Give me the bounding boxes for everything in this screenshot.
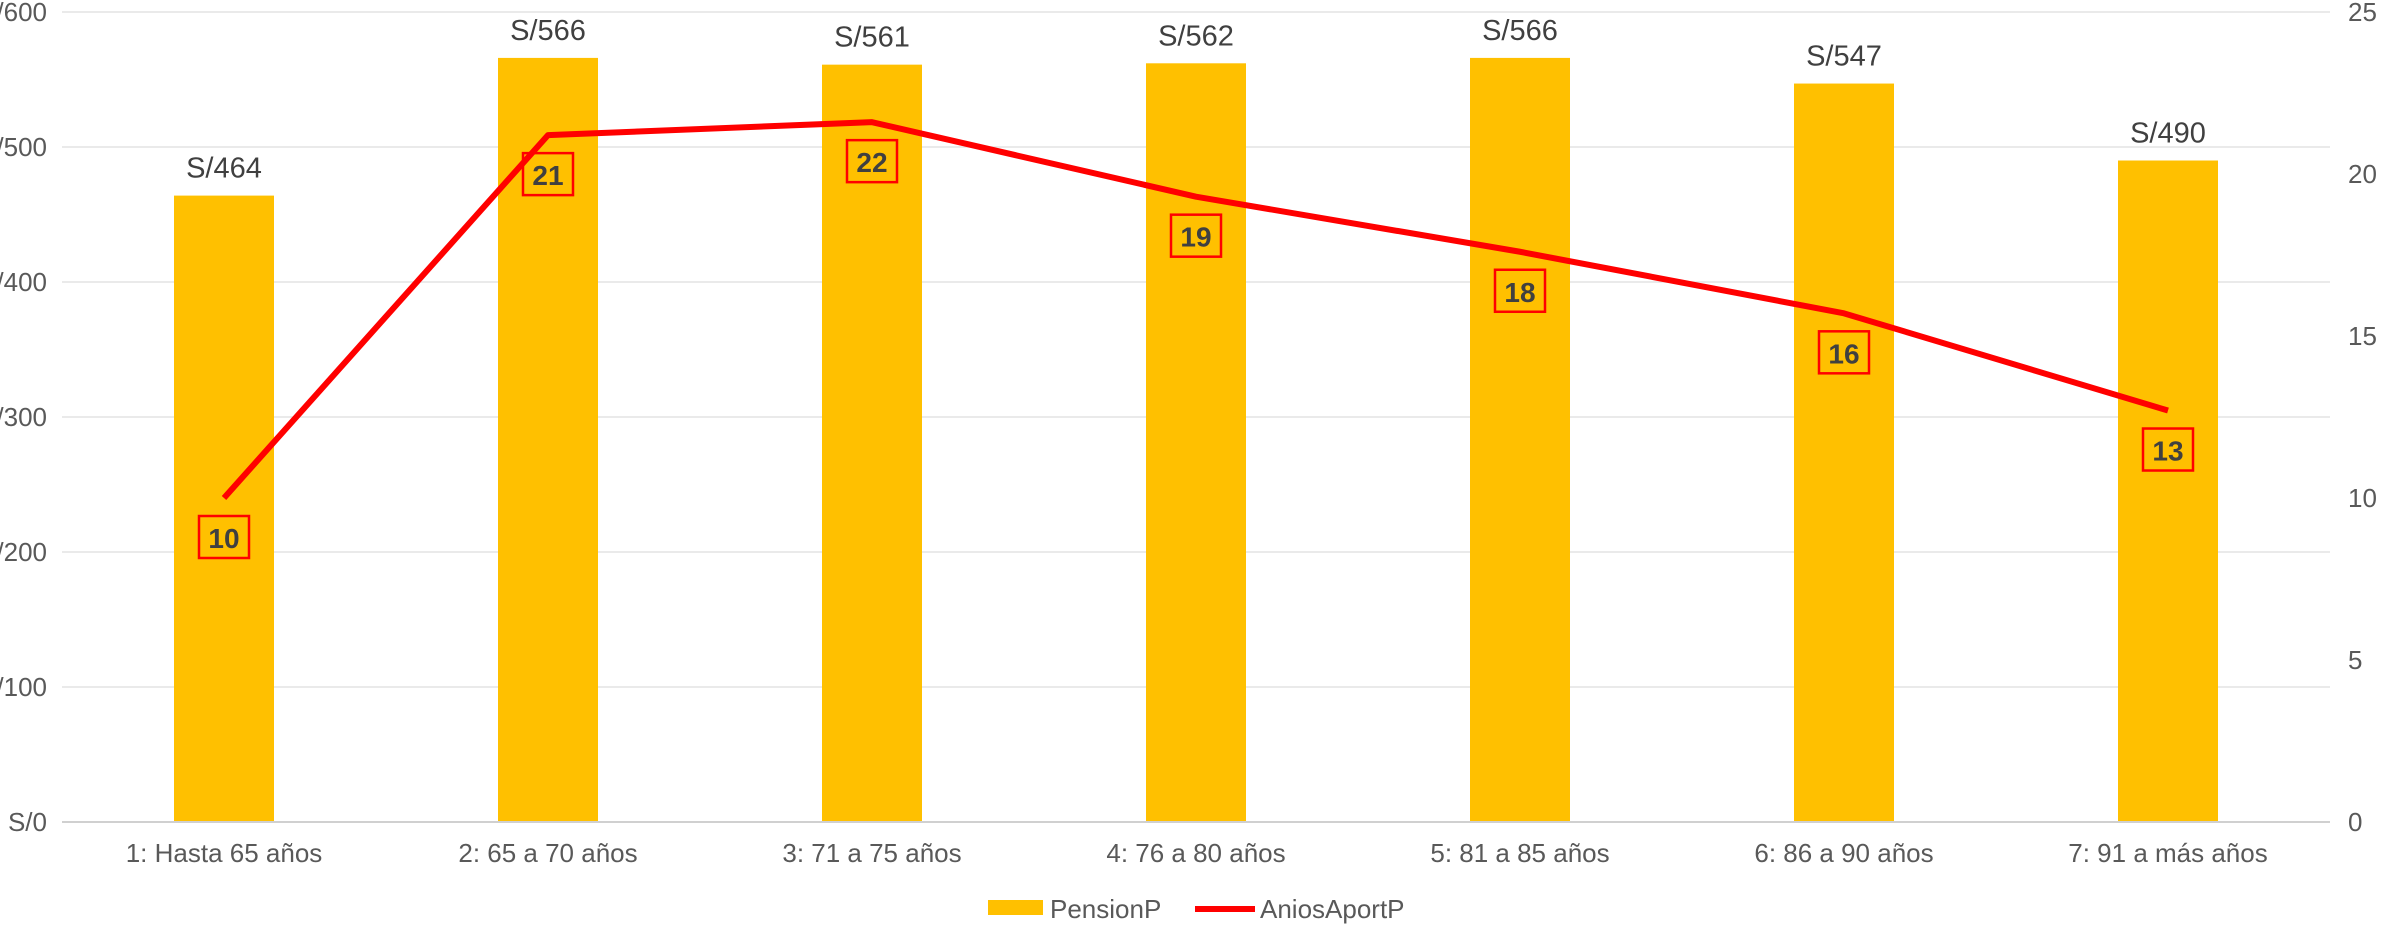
line-aniosaportp [221, 119, 2169, 500]
bar-pensionp [2118, 160, 2218, 822]
bar-pensionp [1794, 83, 1894, 823]
bar-data-label: S/562 [1158, 20, 1234, 52]
bar-data-label: S/566 [1482, 15, 1558, 47]
bar-data-label: S/547 [1806, 41, 1882, 73]
y-left-tick-label: S/600 [0, 0, 47, 27]
line-data-label-box [1493, 268, 1547, 314]
line-layer [221, 119, 2169, 500]
y-left-tick-label: S/0 [8, 807, 47, 837]
legend-swatch-pensionp [988, 900, 1043, 915]
line-data-label: 10 [208, 523, 239, 554]
y-right-tick-label: 15 [2348, 321, 2377, 351]
legend: PensionP AniosAportP [988, 894, 1405, 924]
line-data-label: 21 [532, 160, 563, 191]
y-right-tick-label: 25 [2348, 0, 2377, 27]
x-tick-label: 2: 65 a 70 años [458, 838, 637, 868]
line-data-label-box [1817, 330, 1871, 375]
x-tick-label: 4: 76 a 80 años [1106, 838, 1285, 868]
x-tick-label: 5: 81 a 85 años [1430, 838, 1609, 868]
y-right-tick-label: 20 [2348, 159, 2377, 189]
y-left-tick-label: S/100 [0, 672, 47, 702]
line-data-label: 16 [1828, 338, 1859, 369]
y-left-tick-label: S/500 [0, 132, 47, 162]
line-data-label: 19 [1180, 222, 1211, 253]
bar-data-label: S/561 [834, 22, 910, 54]
line-data-label: 18 [1504, 277, 1535, 308]
bar-pensionp [822, 64, 922, 822]
label-layer: S/464 S/566 S/561 S/562 S/566 S/547 S/490 10 21 2… [186, 15, 2206, 560]
bar-data-label: S/464 [186, 153, 262, 185]
bar-data-label: S/490 [2130, 118, 2206, 150]
line-data-label-box [2141, 427, 2195, 472]
line-data-label: 13 [2152, 436, 2183, 467]
line-data-label-box [845, 138, 899, 184]
line-data-label-box [1169, 213, 1223, 258]
x-tick-label: 6: 86 a 90 años [1754, 838, 1933, 868]
bar-layer [174, 57, 2218, 823]
y-left-tick-label: S/400 [0, 267, 47, 297]
y-right-tick-label: 0 [2348, 807, 2362, 837]
legend-label-pensionp: PensionP [1050, 894, 1161, 924]
x-tick-label: 3: 71 a 75 años [782, 838, 961, 868]
x-tick-label: 1: Hasta 65 años [126, 838, 323, 868]
y-left-tick-label: S/300 [0, 402, 47, 432]
bar-pensionp [1146, 63, 1246, 823]
x-tick-label: 7: 91 a más años [2068, 838, 2267, 868]
bar-data-label: S/566 [510, 15, 586, 47]
bar-pensionp [498, 57, 598, 822]
line-data-label: 22 [856, 147, 887, 178]
legend-label-aniosaportp: AniosAportP [1260, 894, 1405, 924]
y-right-tick-label: 10 [2348, 483, 2377, 513]
y-right-tick-label: 5 [2348, 645, 2362, 675]
bar-pensionp [174, 195, 274, 823]
axis-layer: S/0 S/100 S/200 S/300 S/400 S/500 S/600 0 5 10 15 2… [0, 0, 2377, 868]
y-left-tick-label: S/200 [0, 537, 47, 567]
line-data-label-box [197, 514, 251, 560]
line-data-label-box [521, 151, 575, 197]
bar-pensionp [1470, 57, 1570, 822]
